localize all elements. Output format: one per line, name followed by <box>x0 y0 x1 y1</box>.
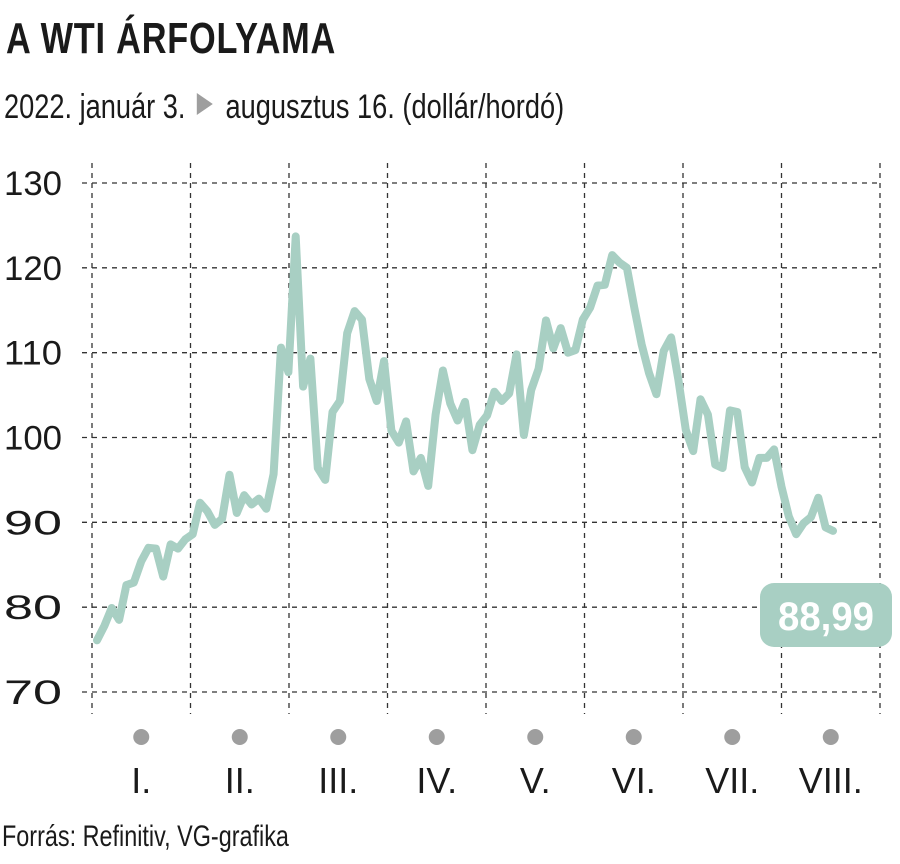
month-label: VII. <box>705 760 759 801</box>
month-label: VIII. <box>799 760 863 801</box>
subtitle-end-date: augusztus 16. (dollár/hordó) <box>225 88 565 126</box>
month-label: III. <box>318 760 358 801</box>
chart-title: A WTI ÁRFOLYAMA <box>6 14 337 63</box>
month-dot <box>330 729 347 745</box>
month-label: IV. <box>416 760 457 801</box>
y-tick-label: 90 <box>4 504 62 542</box>
y-tick-label: 120 <box>4 250 62 288</box>
arrow-right-icon <box>196 93 213 115</box>
month-dot <box>724 729 741 745</box>
y-tick-label: 100 <box>4 420 62 458</box>
last-value-label: 88,99 <box>778 595 874 639</box>
month-dot <box>133 729 150 745</box>
month-dot <box>231 729 248 745</box>
subtitle-start-date: 2022. január 3. <box>4 88 186 126</box>
month-label: V. <box>520 760 551 801</box>
month-dot <box>822 729 839 745</box>
source-note: Forrás: Refinitiv, VG-grafika <box>2 820 289 853</box>
x-axis-month-labels: I. II. III. IV. V. VI. VII. VIII. <box>131 729 863 801</box>
y-tick-label: 110 <box>4 335 62 373</box>
month-dot <box>527 729 544 745</box>
month-label: I. <box>131 760 151 801</box>
last-value-callout: 88,99 <box>760 583 892 647</box>
callout-box <box>760 583 892 647</box>
y-tick-label: 70 <box>4 674 62 712</box>
month-label: VI. <box>612 760 656 801</box>
y-tick-label: 130 <box>4 165 62 203</box>
chart-subtitle: 2022. január 3. augusztus 16. (dollár/hor… <box>4 88 564 127</box>
month-dot <box>625 729 642 745</box>
month-label: II. <box>225 760 255 801</box>
month-dot <box>428 729 445 745</box>
series-line <box>93 232 837 645</box>
y-tick-label: 80 <box>4 589 62 627</box>
y-axis-tick-labels: 130 120 110 100 90 80 70 <box>4 165 62 712</box>
price-series <box>93 232 837 645</box>
